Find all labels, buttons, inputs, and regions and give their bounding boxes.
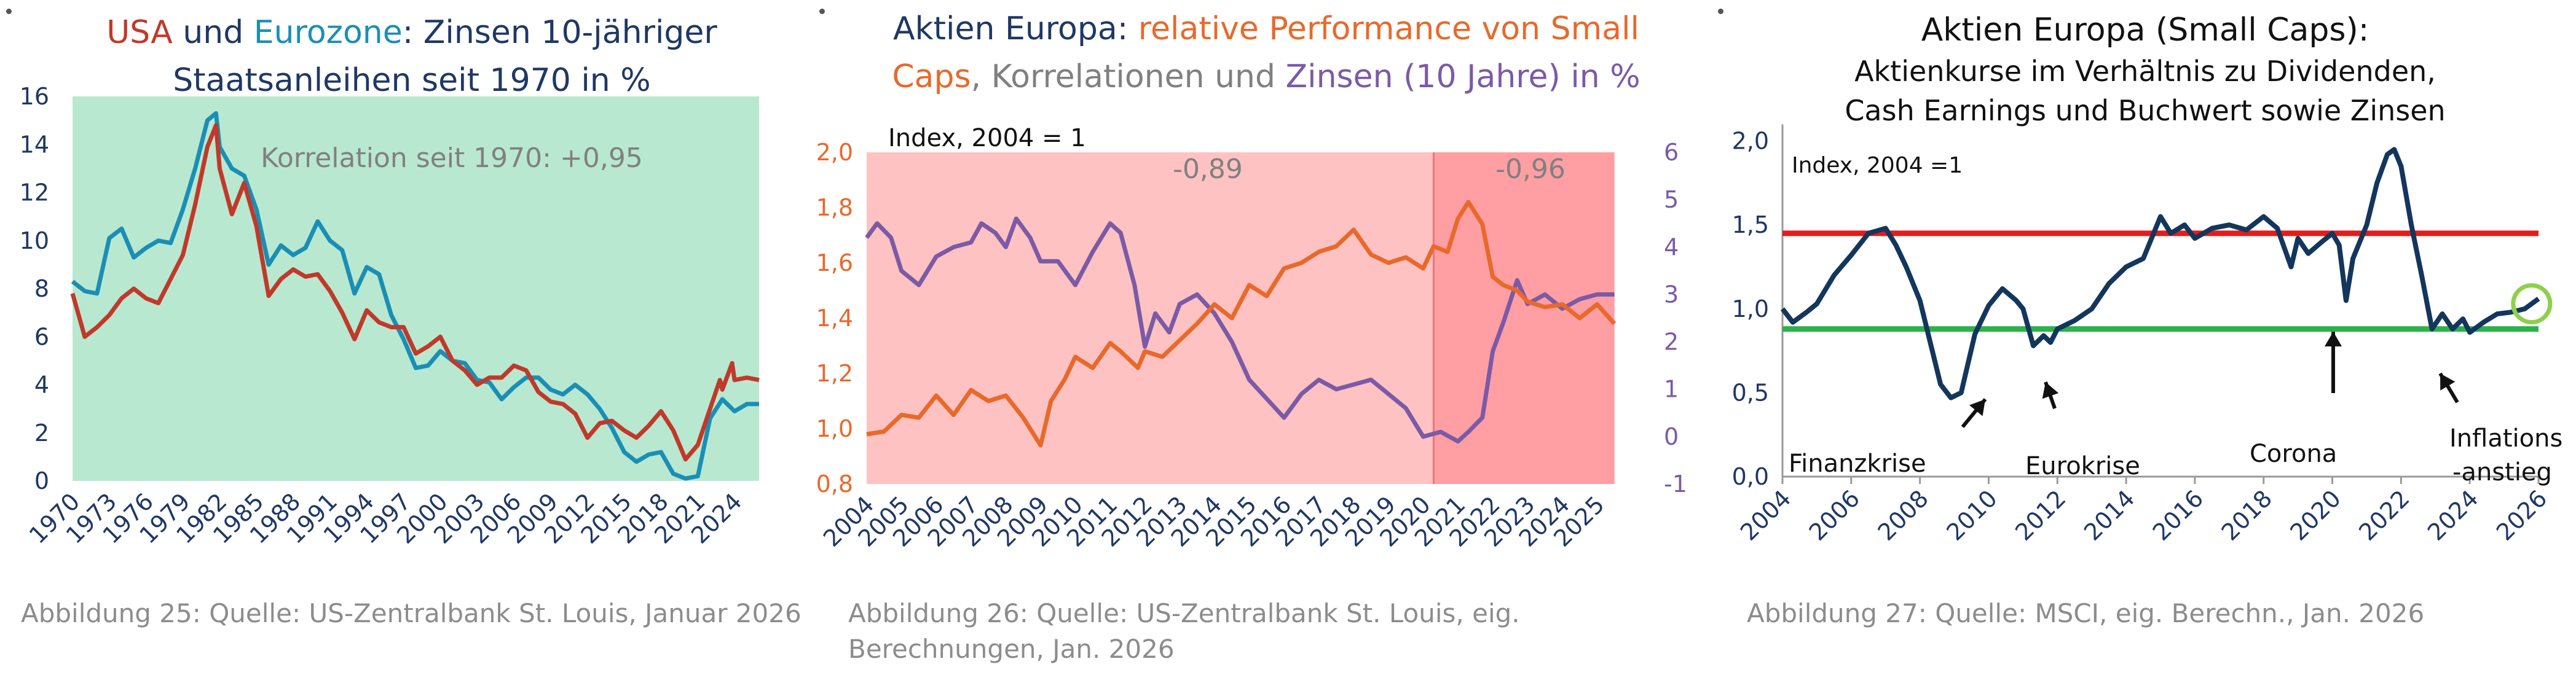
series-line-rates [865,216,1615,444]
correlation-label-2: -0,96 [1495,154,1566,185]
y-tick-label: 0,5 [1732,379,1769,406]
shaded-period-2 [1433,152,1615,484]
x-tick-label: 2004 [1735,485,1797,546]
y-tick-label: 0 [34,467,49,494]
title-line-2: Aktienkurse im Verhältnis zu Dividenden, [1854,55,2436,88]
chart-title: Aktien Europa (Small Caps): Aktienkurse … [1764,9,2526,130]
chart-panel-small-caps-valuation: Aktien Europa (Small Caps): Aktienkurse … [1715,0,2576,691]
x-tick-label: 2012 [2010,485,2071,546]
series-line-relative-performance [866,200,1617,448]
annotation-eurokrise: Eurokrise [2025,452,2140,480]
y-right-tick-label: 1 [1664,376,1679,403]
y-left-tick-label: 1,0 [816,415,853,442]
correlation-annotation: Korrelation seit 1970: +0,95 [261,142,643,174]
plot-area-background [73,96,759,481]
x-tick-label: 2010 [1941,485,2003,546]
y-left-tick-label: 1,4 [816,305,853,332]
y-tick-label: 10 [20,227,49,254]
title-rest: : Zinsen 10-jähriger Staatsanleihen seit… [173,14,717,99]
title-usa: USA [106,14,173,51]
arrow-eurokrise-head [2042,382,2059,399]
annotation-finanzkrise: Finanzkrise [1789,450,1926,478]
x-tick-label: 2008 [1872,485,1934,546]
y-tick-label: 0,0 [1732,463,1769,490]
y-tick-label: 16 [20,83,49,110]
y-left-tick-label: 0,8 [816,470,853,498]
title-part-2: relative Performance von Small Caps [892,10,1639,95]
index-label: Index, 2004 =1 [1792,153,1963,178]
y-tick-label: 1,5 [1732,211,1769,238]
y-left-tick-label: 1,2 [816,360,853,387]
title-part-4: Zinsen (10 Jahre) in % [1285,58,1641,95]
chart-caption: Abbildung 26: Quelle: US-Zentralbank St.… [848,598,1520,664]
y-tick-label: 12 [20,179,49,206]
title-part-1: Aktien Europa: [892,10,1138,47]
y-tick-label: 2,0 [1732,128,1769,155]
shaded-period-1 [867,152,1434,484]
y-tick-label: 8 [34,275,49,302]
x-tick-label: 2018 [2216,485,2278,546]
y-tick-label: 6 [34,323,49,350]
y-right-tick-label: 6 [1664,139,1679,166]
corner-dot [819,9,825,14]
annotation-inflation-line-2: -anstieg [2452,458,2552,486]
chart-title: Aktien Europa: relative Performance von … [873,5,1660,101]
corner-dot [1718,9,1723,14]
chart-panel-small-caps-performance: Aktien Europa: relative Performance von … [816,0,1715,691]
series-line-usa [70,123,760,462]
x-tick-label: 2006 [1804,485,1865,546]
chart-title: USA und Eurozone: Zinsen 10-jähriger Sta… [49,9,774,104]
x-tick-label: 2016 [2148,485,2209,546]
x-tick-label: 2014 [2079,485,2140,546]
title-line-1: Aktien Europa (Small Caps): [1921,12,2369,49]
title-eurozone: Eurozone [253,14,403,51]
chart-svg: 0,81,01,21,41,61,82,0-101234562004200520… [816,124,1687,552]
chart-panel-rates: USA und Eurozone: Zinsen 10-jähriger Sta… [0,0,817,691]
x-tick-label: 2020 [2285,485,2346,546]
highlight-circle [2511,283,2553,325]
y-left-tick-label: 1,6 [816,249,853,276]
y-tick-label: 4 [34,372,49,399]
title-und: und [172,14,254,51]
annotation-inflation-line-1: Inflations [2449,424,2562,453]
y-right-tick-label: 2 [1664,329,1679,356]
arrow-finanzkrise-head [1969,399,1985,416]
arrow-corona-head [2325,332,2342,346]
series-line-eurozone [71,111,759,481]
chart-svg: 0246810121416197019731976197919821985198… [20,83,760,549]
arrow-inflationsanstieg-head [2440,373,2456,391]
corner-dot [6,9,12,14]
chart-caption: Abbildung 25: Quelle: US-Zentralbank St.… [21,598,802,628]
title-part-3: , Korrelationen und [971,58,1286,95]
x-tick-label: 2024 [2422,485,2484,546]
y-right-tick-label: 5 [1664,186,1679,213]
y-left-tick-label: 2,0 [816,139,853,166]
x-tick-label: 2026 [2491,485,2553,546]
annotation-corona: Corona [2250,440,2337,468]
chart-caption: Abbildung 27: Quelle: MSCI, eig. Berechn… [1747,598,2425,628]
y-right-tick-label: 4 [1664,233,1679,260]
y-tick-label: 14 [20,131,49,158]
index-label: Index, 2004 = 1 [888,124,1086,152]
x-tick-label: 2022 [2353,485,2415,546]
y-right-tick-label: -1 [1664,470,1687,498]
title-line-3: Cash Earnings und Buchwert sowie Zinsen [1845,94,2446,127]
series-line-valuation [1780,147,2540,400]
y-left-tick-label: 1,8 [816,194,853,221]
correlation-label-1: -0,89 [1173,154,1243,185]
y-tick-label: 2 [34,420,49,447]
y-right-tick-label: 0 [1664,423,1679,450]
y-tick-label: 1,0 [1732,295,1769,322]
y-right-tick-label: 3 [1664,281,1679,308]
